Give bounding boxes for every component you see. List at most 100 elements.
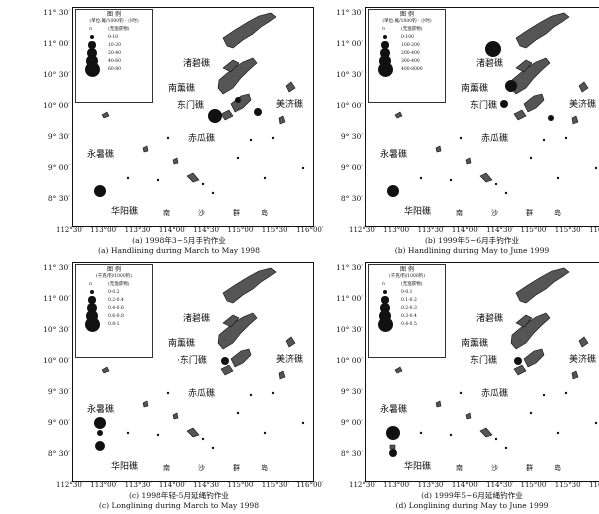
y-tick-label: 8° 30′ [47, 194, 70, 203]
place-label-zhubi: 渚碧礁 [476, 314, 504, 324]
legend-unit: (单位:尾/1000钓 · 小时) [89, 19, 139, 24]
x-tick-label: 115°00′ [227, 226, 255, 234]
reef-layer [94, 12, 305, 197]
reef-shape [578, 81, 589, 93]
y-tick-label: 10° 30′ [336, 325, 363, 334]
reef-shape [513, 364, 527, 376]
legend-label: 0-100 [401, 35, 414, 40]
small-reef [236, 411, 240, 415]
y-tick-label: 11° 30′ [43, 8, 70, 17]
reef-shape [222, 12, 277, 49]
reef-shape [101, 111, 110, 119]
legend-dot [89, 289, 95, 295]
reef-shape [479, 427, 493, 438]
reef-shape [479, 172, 493, 183]
x-tick-label: 116°00′ [296, 226, 324, 234]
legend-dot [84, 316, 100, 332]
reef-shape [230, 93, 252, 113]
catch-rate-dot [485, 41, 501, 57]
sea-label-char: 岛 [554, 464, 561, 472]
x-tick-label: 114°00′ [158, 226, 187, 234]
reef-shape [578, 336, 589, 348]
legend-label: 100-200 [401, 43, 420, 48]
reef-shape [101, 366, 110, 374]
catch-rate-dot [97, 430, 103, 436]
legend-unit: (单位:尾/1000钓 · 小时) [382, 19, 432, 24]
reef-shape [220, 109, 234, 121]
y-tick-label: 9° 30′ [47, 387, 70, 396]
legend-label: (无渔获物) [108, 27, 130, 32]
x-tick-label: 112°30′ [349, 226, 377, 234]
legend-dot [381, 41, 389, 49]
legend-label: 200-400 [401, 51, 420, 56]
x-tick-label: 113°30′ [124, 226, 152, 234]
legend-symbol: n [89, 27, 92, 32]
small-reef [542, 393, 546, 397]
reef-shape [172, 412, 179, 420]
catch-rate-dot [94, 185, 106, 197]
reef-shape [523, 93, 545, 113]
sea-label-char: 南 [163, 209, 170, 217]
small-reef [271, 136, 275, 140]
legend-dot [88, 296, 96, 304]
reef-shape [435, 400, 442, 408]
place-label-nanxun: 南薰礁 [461, 84, 489, 94]
catch-rate-dot [221, 357, 229, 365]
small-reef [263, 176, 267, 180]
catch-rate-dot [94, 417, 106, 429]
legend-dot [382, 289, 388, 295]
legend-dot [89, 34, 95, 40]
sea-label-char: 沙 [198, 209, 205, 217]
place-label-zhubi: 渚碧礁 [476, 59, 504, 69]
place-label-nanxun: 南薰礁 [461, 339, 489, 349]
small-reef [564, 391, 568, 395]
x-tick-label: 113°30′ [124, 481, 152, 489]
small-reef [556, 176, 560, 180]
place-label-chigua: 赤瓜礁 [188, 134, 216, 144]
y-tick-label: 10° 00′ [43, 101, 70, 110]
small-reef [594, 421, 598, 425]
small-reef [211, 446, 215, 450]
reef-shape [220, 364, 234, 376]
x-tick-label: 112°30′ [56, 481, 84, 489]
x-tick-label: 114°00′ [451, 481, 480, 489]
y-tick-label: 10° 00′ [336, 101, 363, 110]
place-label-nanxun: 南薰礁 [168, 84, 196, 94]
small-reef [271, 391, 275, 395]
legend-row: 60-80 [76, 61, 152, 77]
legend-row: 0.1-0.2 [369, 296, 445, 304]
y-tick-label: 11° 00′ [43, 39, 70, 48]
place-label-zhubi: 渚碧礁 [183, 59, 211, 69]
place-label-dongmen: 东门礁 [470, 356, 498, 366]
map-panel-a: 图 例 (单位:尾/1000钓 · 小时) n (无渔获物) 0-10 10-20 20-4… [39, 7, 323, 257]
sea-label-char: 群 [233, 464, 240, 472]
x-tick-label: 113°00′ [383, 226, 411, 234]
caption-english: (b) Handlining during May to June 1999 [394, 246, 550, 255]
sea-label-char: 岛 [554, 209, 561, 217]
caption-chinese: (c) 1998年轻-5月延绳钓作业 [128, 491, 230, 500]
legend-label: 400-8000 [401, 67, 423, 72]
y-tick-label: 9° 00′ [340, 163, 363, 172]
legend-dot [84, 61, 100, 77]
place-label-dongmen: 东门礁 [470, 101, 498, 111]
legend-row: 100-200 [369, 41, 445, 49]
y-tick-label: 11° 30′ [336, 8, 363, 17]
small-reef [201, 182, 205, 186]
place-label-dongmen: 东门礁 [177, 101, 205, 111]
caption-chinese: (a) 1998年3~5月手钓作业 [132, 236, 226, 245]
small-reef [449, 433, 453, 437]
catch-rate-dot [389, 449, 397, 457]
small-reef [419, 431, 423, 435]
small-reef [556, 431, 560, 435]
place-label-meiji: 美济礁 [276, 100, 304, 110]
legend-row: 10-20 [76, 41, 152, 49]
place-label-dongmen: ·东门礁 [177, 356, 207, 366]
reef-shape [510, 57, 551, 95]
place-label-meiji: 美济礁 [276, 355, 304, 365]
x-tick-label: 115°30′ [261, 226, 290, 234]
legend-symbol: n [382, 282, 385, 287]
sea-label-char: 沙 [198, 464, 205, 472]
legend-dot [87, 303, 97, 313]
legend-row: 0.8-1 [76, 316, 152, 332]
legend-label: 0-0.2 [108, 290, 120, 295]
